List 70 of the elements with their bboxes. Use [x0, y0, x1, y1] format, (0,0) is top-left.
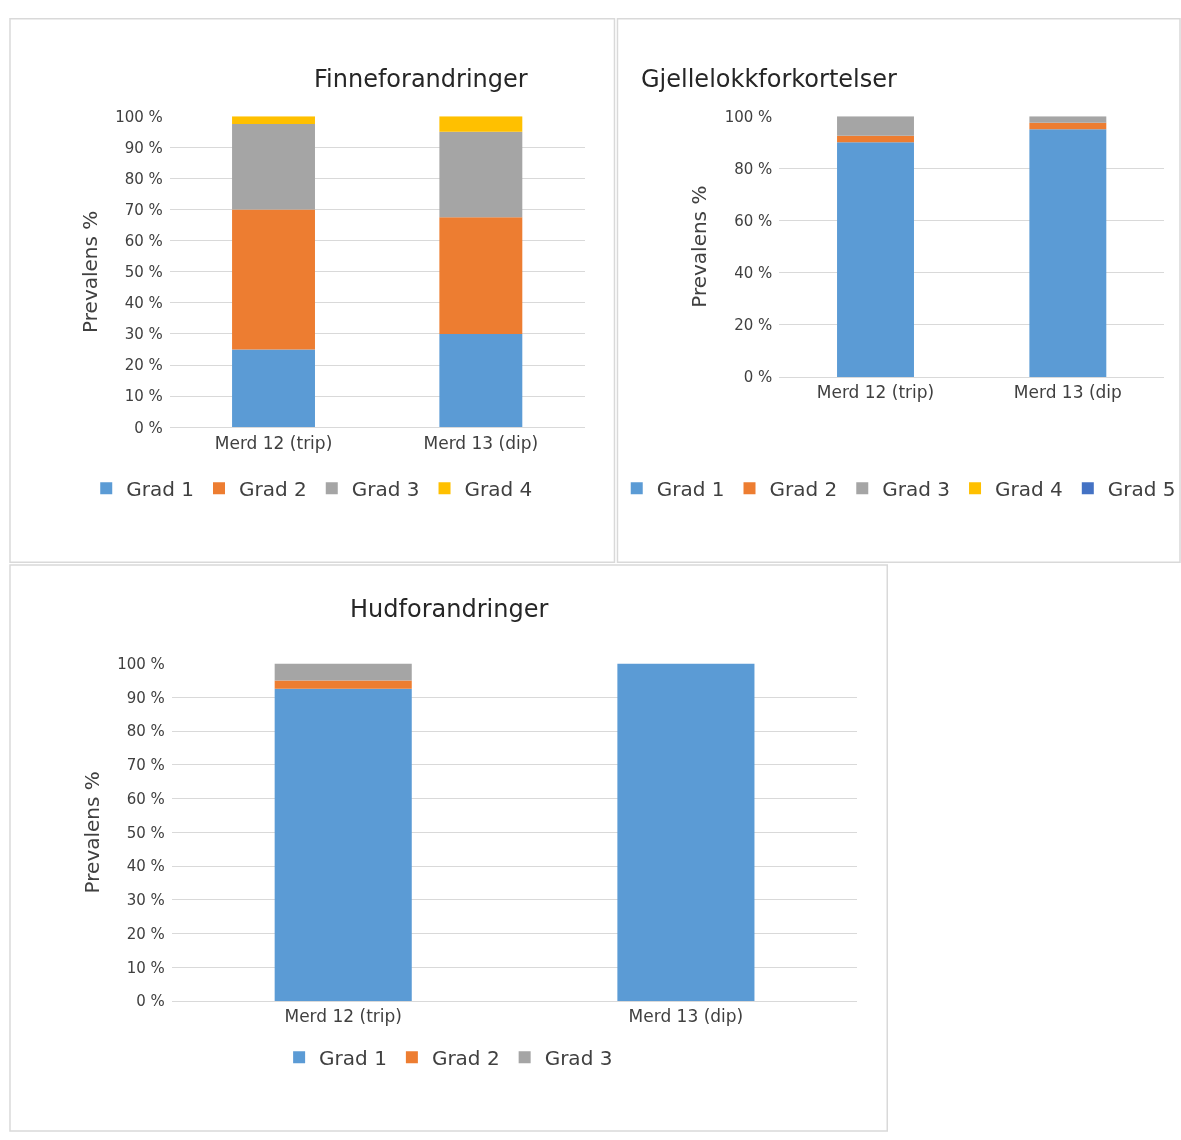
- y-axis-title: Prevalens %: [687, 185, 712, 308]
- y-tick-label: 70 %: [124, 200, 163, 219]
- y-tick-label: 10 %: [124, 387, 163, 406]
- legend-label: Grad 2: [769, 477, 838, 502]
- bar: [274, 680, 412, 689]
- y-tick-label: 20 %: [734, 316, 773, 335]
- y-tick-label: 0 %: [136, 992, 165, 1011]
- bar: [439, 116, 523, 132]
- x-tick-label: Merd 12 (trip): [816, 382, 935, 403]
- y-tick-label: 100 %: [115, 107, 163, 126]
- x-tick-label: Merd 13 (dip): [628, 1006, 744, 1027]
- bar: [274, 688, 412, 1002]
- y-tick-label: 40 %: [126, 857, 165, 876]
- legend-label: Grad 3: [882, 477, 951, 502]
- y-tick-label: 60 %: [124, 231, 163, 250]
- legend-label: Grad 3: [544, 1045, 613, 1070]
- y-tick-label: 20 %: [124, 356, 163, 375]
- bar: [1029, 129, 1107, 378]
- bar: [439, 131, 523, 218]
- y-axis-title: Prevalens %: [77, 210, 102, 333]
- y-tick-label: 20 %: [126, 924, 165, 943]
- y-axis-title: Prevalens %: [79, 771, 104, 894]
- y-tick-label: 80 %: [126, 722, 165, 741]
- legend-label: Grad 3: [351, 477, 420, 502]
- bar: [837, 135, 914, 143]
- x-tick-label: Merd 13 (dip): [423, 432, 539, 453]
- y-tick-label: 50 %: [124, 263, 163, 282]
- bar: [232, 116, 315, 125]
- y-tick-label: 100 %: [117, 654, 165, 673]
- bar: [274, 663, 412, 681]
- bar: [837, 142, 914, 378]
- bar: [232, 349, 315, 428]
- legend-label: Grad 4: [464, 477, 533, 502]
- y-tick-label: 40 %: [124, 294, 163, 313]
- legend-label: Grad 2: [239, 477, 307, 502]
- y-tick-label: 90 %: [126, 688, 165, 707]
- y-tick-label: 30 %: [124, 325, 163, 344]
- legend-label: Grad 1: [126, 477, 194, 502]
- bar: [1029, 122, 1107, 130]
- chart-title: Gjellelokkforkortelser: [641, 65, 897, 93]
- y-tick-label: 70 %: [126, 756, 165, 775]
- legend-label: Grad 1: [656, 477, 725, 502]
- x-tick-label: Merd 13 (dip: [1013, 382, 1122, 403]
- bar: [439, 333, 523, 428]
- y-tick-label: 80 %: [734, 159, 773, 178]
- bar: [232, 124, 315, 210]
- bar: [837, 116, 914, 136]
- y-tick-label: 90 %: [124, 138, 163, 157]
- y-tick-label: 100 %: [724, 107, 773, 126]
- bar: [439, 217, 523, 334]
- y-tick-label: 0 %: [134, 418, 163, 437]
- legend-label: Grad 4: [995, 477, 1063, 502]
- x-tick-label: Merd 12 (trip): [284, 1006, 402, 1027]
- chart-title: Finneforandringer: [314, 65, 528, 93]
- y-tick-label: 60 %: [126, 789, 165, 808]
- y-tick-label: 30 %: [126, 891, 165, 910]
- legend-label: Grad 2: [431, 1045, 500, 1070]
- y-tick-label: 60 %: [734, 211, 773, 230]
- y-tick-label: 50 %: [126, 823, 165, 842]
- x-tick-label: Merd 12 (trip): [214, 432, 333, 453]
- bar: [1029, 116, 1107, 123]
- y-tick-label: 80 %: [124, 169, 163, 188]
- bar: [617, 663, 755, 1002]
- chart-title: Hudforandringer: [350, 595, 549, 623]
- y-tick-label: 40 %: [734, 264, 773, 283]
- legend-label: Grad 5: [1107, 477, 1176, 502]
- y-tick-label: 0 %: [743, 368, 773, 387]
- legend-label: Grad 1: [319, 1045, 387, 1070]
- y-tick-label: 10 %: [126, 958, 165, 977]
- bar: [232, 209, 315, 350]
